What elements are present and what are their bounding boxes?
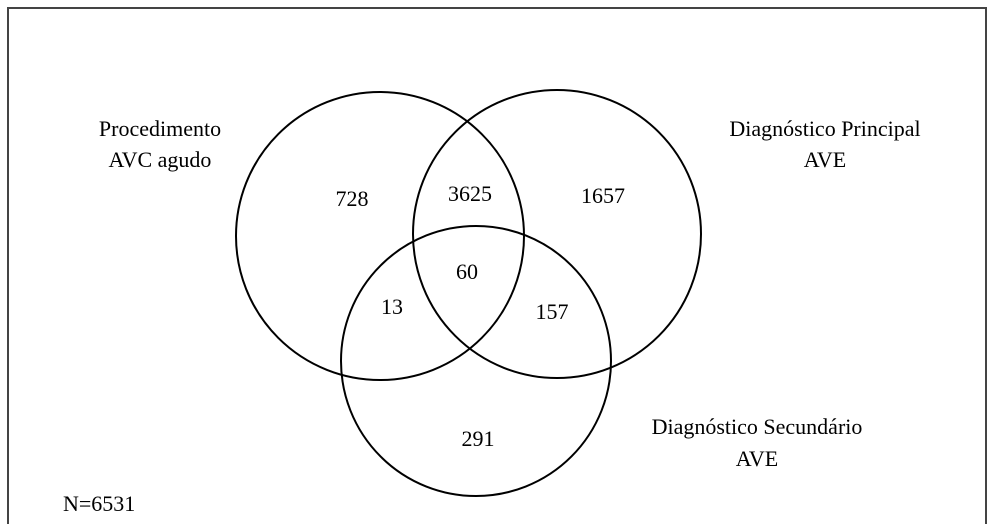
frame (7, 7, 987, 524)
set-circle (235, 91, 525, 381)
region-count: 728 (336, 186, 369, 211)
total-label: N=6531 (63, 491, 135, 516)
region-count: 291 (462, 426, 495, 451)
set-label: Diagnóstico Principal (729, 116, 920, 141)
set-label: AVE (736, 446, 778, 471)
set-circle (340, 225, 612, 497)
region-count: 60 (456, 259, 478, 284)
set-label: AVE (804, 147, 846, 172)
set-circle (412, 89, 702, 379)
set-label: AVC agudo (109, 147, 212, 172)
region-count: 157 (536, 299, 569, 324)
set-label: Procedimento (99, 116, 221, 141)
region-count: 3625 (448, 181, 492, 206)
region-count: 1657 (581, 183, 625, 208)
set-label: Diagnóstico Secundário (652, 414, 863, 439)
region-count: 13 (381, 294, 403, 319)
